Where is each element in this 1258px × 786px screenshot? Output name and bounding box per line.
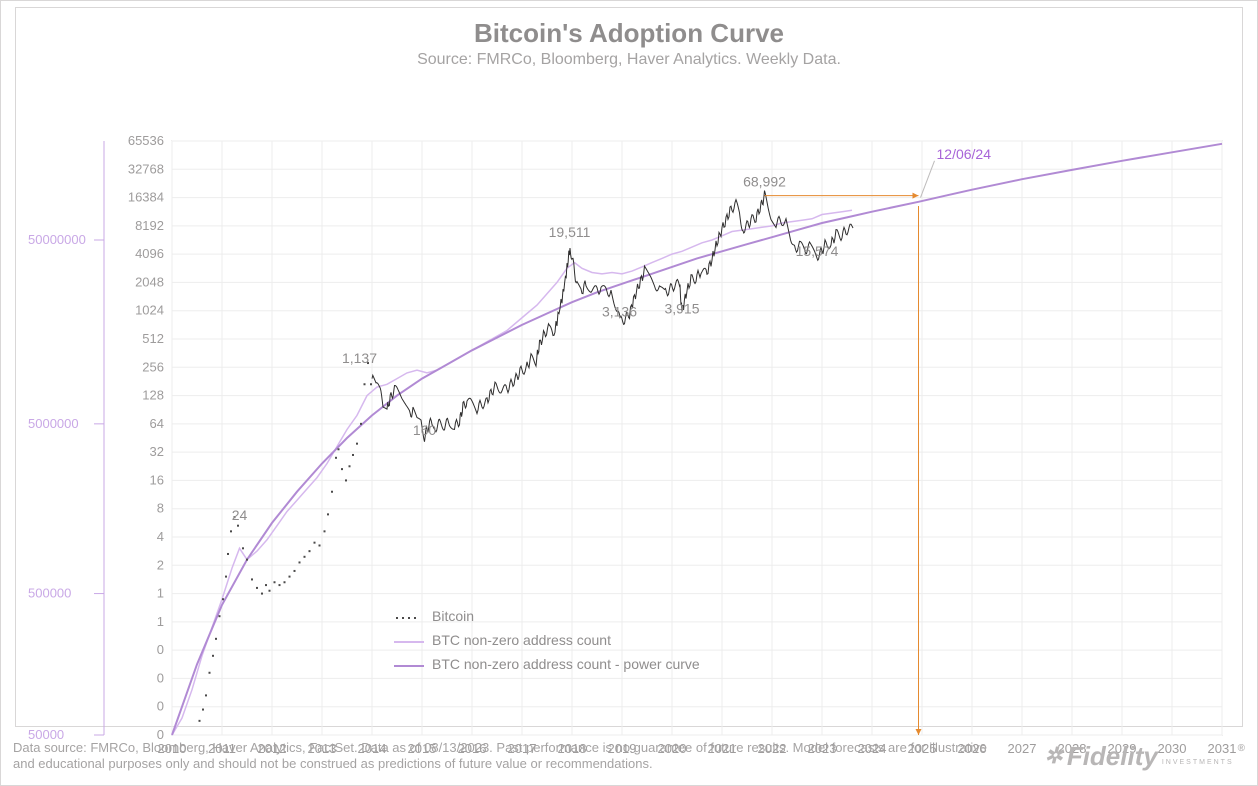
left-axis-label: 50000000 <box>28 232 86 247</box>
btc-dot <box>360 423 362 425</box>
btc-dot <box>324 530 326 532</box>
btc-dot <box>246 559 248 561</box>
btc-dot <box>345 479 347 481</box>
btc-dot <box>304 556 306 558</box>
right-axis-tick-label: 128 <box>142 388 164 403</box>
right-axis-tick-label: 256 <box>142 359 164 374</box>
price-annotation: 15,574 <box>796 243 839 259</box>
right-axis-tick-label: 8 <box>157 501 164 516</box>
price-annotation: 3,136 <box>602 303 637 319</box>
right-axis-tick-label: 65536 <box>128 133 164 148</box>
btc-dot <box>251 578 253 580</box>
right-axis-tick-label: 2 <box>157 557 164 572</box>
right-axis-tick-label: 2048 <box>135 274 164 289</box>
btc-dot <box>364 383 366 385</box>
btc-dot <box>327 513 329 515</box>
right-axis-tick-label: 32768 <box>128 161 164 176</box>
legend-label: BTC non-zero address count <box>432 632 611 648</box>
btc-dot <box>319 544 321 546</box>
btc-dot <box>219 615 221 617</box>
btc-dot <box>199 720 201 722</box>
price-annotation: 68,992 <box>743 173 786 189</box>
chart-subtitle: Source: FMRCo, Bloomberg, Haver Analytic… <box>16 51 1242 69</box>
btc-dot <box>309 550 311 552</box>
btc-dot <box>215 638 217 640</box>
btc-dot <box>256 587 258 589</box>
btc-dot <box>212 655 214 657</box>
series-power-curve <box>172 144 1222 735</box>
plot-border <box>172 141 1222 735</box>
btc-dot <box>284 581 286 583</box>
right-axis-tick-label: 32 <box>150 444 164 459</box>
footer: Data source: FMRCo, Bloomberg, Haver Ana… <box>1 733 1257 779</box>
btc-dot <box>237 525 239 527</box>
brand-burst-icon: ✲ <box>1044 743 1062 769</box>
price-annotation: 3,915 <box>664 301 699 317</box>
legend-marker-dots <box>396 617 398 619</box>
btc-dot <box>370 383 372 385</box>
btc-dot <box>331 491 333 493</box>
legend-marker-dots <box>414 617 416 619</box>
brand-sub: INVESTMENTS <box>1162 759 1234 766</box>
btc-dot <box>279 584 281 586</box>
disclaimer-text: Data source: FMRCo, Bloomberg, Haver Ana… <box>13 740 993 773</box>
chart-svg: 0000112481632641282565121024204840968192… <box>16 69 1244 785</box>
btc-dot <box>352 454 354 456</box>
btc-dot <box>265 584 267 586</box>
btc-dot <box>227 553 229 555</box>
price-annotation: 24 <box>232 507 248 523</box>
right-axis-tick-label: 16 <box>150 472 164 487</box>
right-axis-tick-label: 8192 <box>135 218 164 233</box>
btc-dot <box>335 457 337 459</box>
brand-logo: ✲ Fidelity INVESTMENTS ® <box>1044 741 1245 772</box>
legend-label: BTC non-zero address count - power curve <box>432 656 700 672</box>
btc-dot <box>338 448 340 450</box>
right-axis-tick-label: 1 <box>157 586 164 601</box>
brand-reg-icon: ® <box>1238 743 1245 754</box>
btc-dot <box>289 576 291 578</box>
right-axis-tick-label: 512 <box>142 331 164 346</box>
right-axis-tick-label: 16384 <box>128 190 164 205</box>
right-axis-tick-label: 0 <box>157 642 164 657</box>
btc-dot <box>242 547 244 549</box>
btc-dot <box>225 576 227 578</box>
right-axis-tick-label: 64 <box>150 416 164 431</box>
marker-leader <box>921 161 935 198</box>
right-axis-tick-label: 0 <box>157 670 164 685</box>
chart-title: Bitcoin's Adoption Curve <box>16 8 1242 49</box>
btc-dot <box>294 570 296 572</box>
btc-dot <box>341 468 343 470</box>
marker-label: 12/06/24 <box>937 146 992 162</box>
brand-name: Fidelity <box>1067 741 1158 772</box>
btc-dot <box>209 672 211 674</box>
right-axis-tick-label: 4 <box>157 529 164 544</box>
btc-dot <box>202 709 204 711</box>
btc-dot <box>269 590 271 592</box>
btc-dot <box>274 581 276 583</box>
legend-marker-dots <box>408 617 410 619</box>
btc-dot <box>299 561 301 563</box>
btc-dot <box>349 465 351 467</box>
btc-dot <box>314 542 316 544</box>
legend-label: Bitcoin <box>432 608 474 624</box>
price-annotation: 160 <box>413 422 437 438</box>
btc-dot <box>222 598 224 600</box>
right-axis-tick-label: 0 <box>157 699 164 714</box>
right-axis-tick-label: 1024 <box>135 303 164 318</box>
left-axis-label: 5000000 <box>28 416 79 431</box>
legend-marker-dots <box>402 617 404 619</box>
btc-dot <box>205 694 207 696</box>
btc-dot <box>356 443 358 445</box>
left-axis-label: 500000 <box>28 586 71 601</box>
right-axis-tick-label: 4096 <box>135 246 164 261</box>
price-annotation: 1,137 <box>342 350 377 366</box>
btc-dot <box>261 593 263 595</box>
page-container: Bitcoin's Adoption Curve Source: FMRCo, … <box>0 0 1258 786</box>
chart-frame: Bitcoin's Adoption Curve Source: FMRCo, … <box>15 7 1243 727</box>
right-axis-tick-label: 1 <box>157 614 164 629</box>
price-annotation: 19,511 <box>549 224 591 240</box>
btc-dot <box>230 530 232 532</box>
